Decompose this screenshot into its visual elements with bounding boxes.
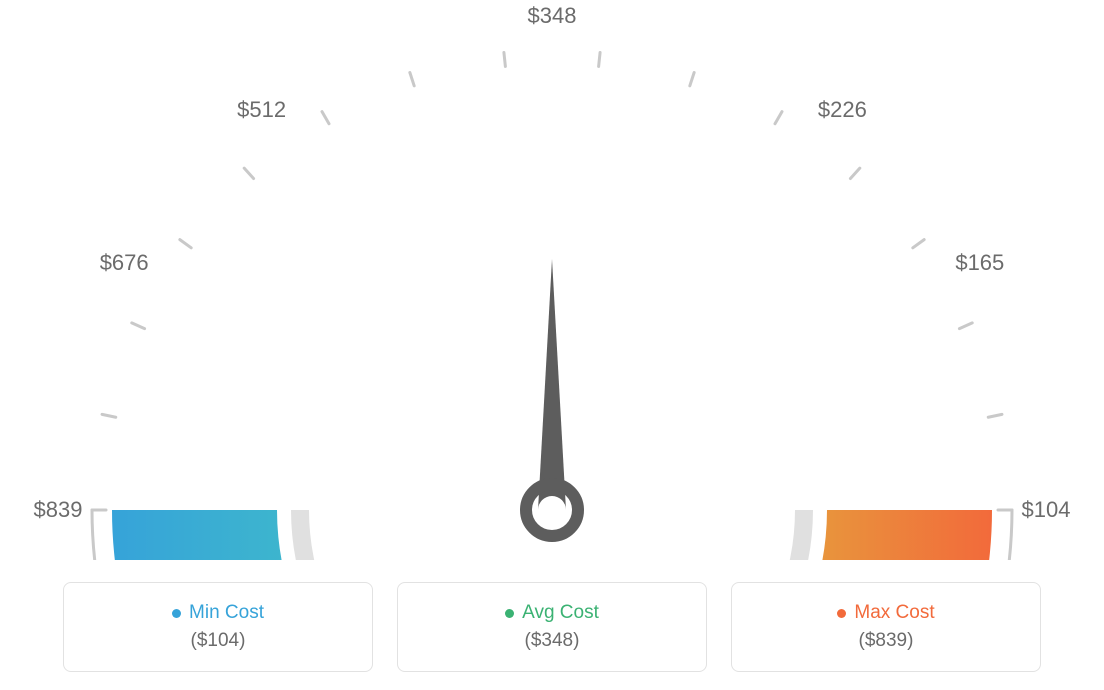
gauge-tick-label: $676 — [100, 250, 149, 276]
gauge-area: $104 $165 $226 $348 $512 $676 $839 — [0, 0, 1104, 560]
legend-min-value: ($104) — [191, 630, 246, 652]
gauge-tick-label: $348 — [528, 3, 577, 29]
gauge-tick-label: $104 — [1022, 497, 1071, 523]
gauge-svg — [0, 0, 1104, 560]
legend-max-top: Max Cost — [837, 602, 934, 624]
gauge-tick-label: $512 — [237, 97, 286, 123]
legend-card-max: Max Cost ($839) — [731, 582, 1041, 672]
legend-dot-avg — [505, 609, 514, 618]
legend-row: Min Cost ($104) Avg Cost ($348) Max Cost… — [0, 582, 1104, 672]
legend-dot-min — [172, 609, 181, 618]
gauge-tick-label: $226 — [818, 97, 867, 123]
legend-min-label: Min Cost — [189, 602, 264, 624]
gauge-tick-label: $839 — [34, 497, 83, 523]
legend-card-avg: Avg Cost ($348) — [397, 582, 707, 672]
legend-avg-value: ($348) — [525, 630, 580, 652]
cost-gauge-chart: { "gauge": { "type": "gauge", "center_x"… — [0, 0, 1104, 690]
legend-max-value: ($839) — [859, 630, 914, 652]
legend-avg-label: Avg Cost — [522, 602, 599, 624]
legend-min-top: Min Cost — [172, 602, 264, 624]
legend-dot-max — [837, 609, 846, 618]
gauge-tick-label: $165 — [955, 250, 1004, 276]
legend-avg-top: Avg Cost — [505, 602, 599, 624]
legend-card-min: Min Cost ($104) — [63, 582, 373, 672]
legend-max-label: Max Cost — [854, 602, 934, 624]
